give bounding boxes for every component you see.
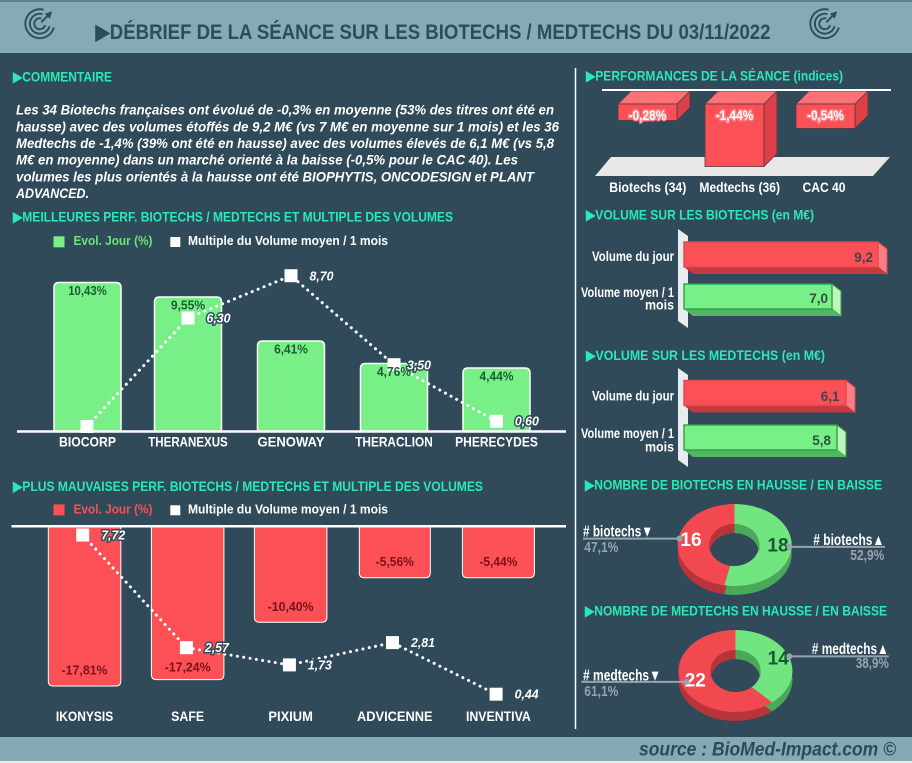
svg-text:ADVICENNE: ADVICENNE bbox=[357, 708, 433, 724]
svg-text:▶VOLUME SUR LES BIOTECHS (en M: ▶VOLUME SUR LES BIOTECHS (en M€) bbox=[585, 207, 814, 223]
svg-text:INVENTIVA: INVENTIVA bbox=[466, 708, 531, 724]
svg-text:-5,44%: -5,44% bbox=[479, 555, 517, 569]
svg-text:M€ en moyenne) dans un marché: M€ en moyenne) dans un marché orienté à … bbox=[16, 152, 518, 168]
svg-text:Medtechs de -1,4% (39% ont été: Medtechs de -1,4% (39% ont été en hausse… bbox=[16, 135, 554, 151]
svg-text:Les 34 Biotechs françaises ont: Les 34 Biotechs françaises ont évolué de… bbox=[16, 102, 554, 118]
svg-text:-17,24%: -17,24% bbox=[165, 661, 211, 675]
svg-text:-10,40%: -10,40% bbox=[268, 600, 314, 614]
svg-text:Evol. Jour (%): Evol. Jour (%) bbox=[74, 502, 153, 517]
svg-text:7,0: 7,0 bbox=[809, 291, 828, 306]
svg-text:38,9%: 38,9% bbox=[856, 655, 889, 672]
svg-text:10,43%: 10,43% bbox=[68, 284, 107, 298]
svg-text:-17,81%: -17,81% bbox=[62, 664, 108, 678]
svg-text:▶MEILLEURES PERF. BIOTECHS / M: ▶MEILLEURES PERF. BIOTECHS / MEDTECHS ET… bbox=[12, 209, 453, 225]
svg-text:5,8: 5,8 bbox=[812, 433, 831, 448]
svg-text:4,76%: 4,76% bbox=[377, 365, 411, 379]
svg-text:GENOWAY: GENOWAY bbox=[258, 434, 326, 450]
svg-text:IKONYSIS: IKONYSIS bbox=[56, 708, 113, 724]
svg-text:Multiple du Volume moyen / 1 m: Multiple du Volume moyen / 1 mois bbox=[188, 233, 388, 248]
svg-text:Multiple du Volume moyen / 1 m: Multiple du Volume moyen / 1 mois bbox=[188, 501, 388, 516]
svg-text:mois: mois bbox=[645, 438, 674, 454]
svg-text:THERANEXUS: THERANEXUS bbox=[148, 434, 228, 450]
svg-text:47,1%: 47,1% bbox=[584, 539, 618, 556]
svg-text:-0,28%: -0,28% bbox=[629, 108, 667, 123]
svg-text:3,50: 3,50 bbox=[407, 358, 432, 373]
svg-text:22: 22 bbox=[685, 670, 706, 691]
svg-text:9,2: 9,2 bbox=[854, 250, 873, 265]
svg-text:▶PERFORMANCES DE LA SÉANCE (in: ▶PERFORMANCES DE LA SÉANCE (indices) bbox=[585, 68, 843, 84]
svg-text:hausse) avec des volumes étoff: hausse) avec des volumes étoffés de 9,2 … bbox=[16, 118, 559, 134]
svg-text:▶VOLUME SUR LES MEDTECHS (en M: ▶VOLUME SUR LES MEDTECHS (en M€) bbox=[585, 347, 825, 363]
svg-text:Medtechs (36): Medtechs (36) bbox=[699, 179, 780, 195]
svg-text:-1,44%: -1,44% bbox=[716, 108, 754, 123]
svg-text:▶NOMBRE DE MEDTECHS EN HAUSSE: ▶NOMBRE DE MEDTECHS EN HAUSSE / EN BAISS… bbox=[584, 603, 887, 619]
svg-text:Evol. Jour (%): Evol. Jour (%) bbox=[74, 233, 153, 248]
svg-text:mois: mois bbox=[645, 297, 674, 313]
svg-text:# medtechs▲: # medtechs▲ bbox=[812, 641, 889, 658]
svg-text:# biotechs▲: # biotechs▲ bbox=[813, 532, 884, 549]
svg-text:0,44: 0,44 bbox=[515, 687, 540, 702]
svg-text:Biotechs (34): Biotechs (34) bbox=[609, 179, 686, 195]
svg-text:▶NOMBRE DE BIOTECHS EN HAUSSE: ▶NOMBRE DE BIOTECHS EN HAUSSE / EN BAISS… bbox=[584, 477, 882, 493]
svg-text:6,41%: 6,41% bbox=[274, 343, 308, 357]
svg-text:# biotechs▼: # biotechs▼ bbox=[583, 524, 653, 541]
svg-text:Volume du jour: Volume du jour bbox=[592, 248, 674, 264]
svg-text:▶DÉBRIEF DE LA SÉANCE SUR LES: ▶DÉBRIEF DE LA SÉANCE SUR LES BIOTECHS /… bbox=[95, 19, 771, 44]
svg-text:4,44%: 4,44% bbox=[480, 370, 514, 384]
svg-text:18: 18 bbox=[767, 536, 788, 557]
svg-text:ADVANCED.: ADVANCED. bbox=[15, 185, 89, 201]
svg-text:-5,56%: -5,56% bbox=[376, 555, 414, 569]
svg-text:9,55%: 9,55% bbox=[171, 299, 205, 313]
svg-text:6,30: 6,30 bbox=[207, 311, 232, 326]
svg-text:61,1%: 61,1% bbox=[584, 683, 618, 700]
svg-text:16: 16 bbox=[680, 530, 701, 551]
svg-text:2,81: 2,81 bbox=[410, 635, 435, 650]
svg-text:Volume moyen / 1: Volume moyen / 1 bbox=[581, 284, 674, 300]
svg-text:SAFE: SAFE bbox=[171, 708, 204, 724]
svg-text:6,1: 6,1 bbox=[821, 389, 840, 404]
svg-text:source : BioMed-Impact.com ©: source : BioMed-Impact.com © bbox=[639, 739, 897, 761]
svg-text:# medtechs▼: # medtechs▼ bbox=[583, 668, 661, 685]
svg-text:52,9%: 52,9% bbox=[850, 547, 884, 564]
svg-text:-0,54%: -0,54% bbox=[807, 108, 843, 123]
svg-text:Volume moyen / 1: Volume moyen / 1 bbox=[581, 425, 674, 441]
svg-text:14: 14 bbox=[768, 649, 790, 670]
svg-text:▶PLUS MAUVAISES PERF. BIOTECHS: ▶PLUS MAUVAISES PERF. BIOTECHS / MEDTECH… bbox=[12, 478, 483, 494]
svg-text:▶COMMENTAIRE: ▶COMMENTAIRE bbox=[12, 68, 112, 84]
svg-text:CAC 40: CAC 40 bbox=[803, 179, 846, 195]
svg-text:BIOCORP: BIOCORP bbox=[59, 434, 116, 450]
svg-text:THERACLION: THERACLION bbox=[355, 434, 433, 450]
svg-text:1,73: 1,73 bbox=[308, 657, 333, 672]
svg-text:PIXIUM: PIXIUM bbox=[268, 708, 313, 724]
svg-text:PHERECYDES: PHERECYDES bbox=[455, 434, 538, 450]
svg-text:8,70: 8,70 bbox=[310, 269, 335, 284]
svg-text:Volume du jour: Volume du jour bbox=[592, 388, 674, 404]
svg-text:7,72: 7,72 bbox=[101, 528, 126, 543]
svg-text:0,60: 0,60 bbox=[515, 414, 540, 429]
svg-text:volumes les plus orientés à la: volumes les plus orientés à la hausse on… bbox=[16, 168, 535, 184]
svg-text:2,57: 2,57 bbox=[204, 640, 230, 655]
